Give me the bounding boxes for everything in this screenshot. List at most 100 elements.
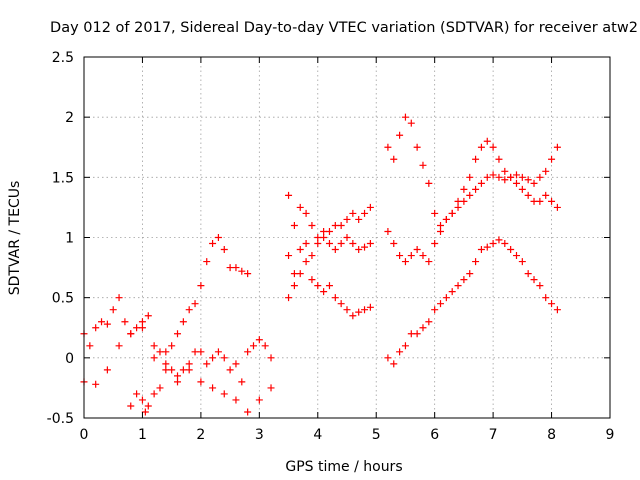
data-point — [355, 215, 363, 223]
data-point — [320, 234, 328, 241]
data-point — [191, 300, 199, 308]
data-point — [489, 143, 497, 151]
x-tick-label: 3 — [255, 427, 264, 443]
data-point — [553, 203, 561, 211]
y-tick-label: 2.5 — [52, 50, 74, 66]
data-point — [174, 378, 182, 386]
data-point — [390, 240, 398, 248]
data-point — [220, 246, 228, 254]
data-point — [512, 179, 520, 187]
data-point — [431, 209, 439, 217]
data-point — [361, 243, 369, 251]
data-point — [197, 378, 205, 386]
data-point — [296, 270, 304, 278]
x-tick-label: 0 — [80, 427, 89, 443]
data-point — [425, 179, 433, 187]
data-point — [413, 330, 421, 338]
data-point — [325, 240, 333, 248]
x-tick-label: 9 — [606, 427, 615, 443]
data-point — [203, 360, 211, 368]
axis-ticks — [83, 56, 611, 419]
data-point — [553, 306, 561, 314]
data-point — [390, 360, 398, 368]
data-point — [431, 306, 439, 314]
data-point — [168, 366, 176, 374]
data-point — [542, 191, 550, 199]
data-point — [349, 312, 357, 320]
data-point — [442, 294, 450, 302]
data-point — [174, 330, 182, 338]
data-point — [156, 348, 164, 356]
data-point — [214, 234, 222, 241]
data-point — [331, 221, 339, 229]
data-point — [483, 137, 491, 145]
series-trace-1 — [80, 234, 252, 356]
y-tick-label: 2 — [65, 110, 74, 126]
data-point — [296, 203, 304, 211]
data-point — [138, 318, 146, 326]
data-point — [103, 320, 111, 328]
data-point — [548, 155, 556, 163]
data-point — [255, 396, 263, 404]
data-point — [220, 390, 228, 398]
data-point — [185, 360, 193, 368]
data-point — [302, 240, 310, 248]
series-trace-9 — [384, 143, 561, 266]
data-point — [472, 155, 480, 163]
data-point — [115, 342, 123, 350]
data-point — [536, 197, 544, 205]
data-point — [115, 294, 123, 302]
data-point — [437, 300, 445, 308]
data-point — [448, 288, 456, 296]
data-point — [343, 234, 351, 241]
data-point — [466, 173, 474, 181]
data-point — [320, 227, 328, 235]
data-point — [477, 179, 485, 187]
data-point — [179, 366, 187, 374]
data-point — [156, 384, 164, 392]
series-trace-8 — [384, 236, 561, 368]
data-point — [501, 240, 509, 248]
data-point — [232, 360, 240, 368]
data-point — [355, 308, 363, 316]
data-point — [366, 203, 374, 211]
data-point — [349, 240, 357, 248]
data-point — [477, 143, 485, 151]
data-point — [472, 258, 480, 266]
data-point — [507, 173, 515, 181]
data-point — [331, 294, 339, 302]
data-point — [472, 185, 480, 193]
data-point — [419, 252, 427, 260]
data-point — [524, 191, 532, 199]
data-point — [238, 267, 246, 275]
data-point — [308, 252, 316, 260]
data-point — [518, 185, 526, 193]
data-point — [384, 227, 392, 235]
data-point — [454, 282, 462, 290]
data-point — [524, 270, 532, 278]
data-point — [285, 252, 293, 260]
data-point — [290, 282, 298, 290]
data-point — [466, 270, 474, 278]
data-point — [512, 252, 520, 260]
data-point — [407, 330, 415, 338]
data-point — [121, 318, 129, 326]
data-point — [285, 294, 293, 302]
data-point — [86, 342, 94, 350]
data-point — [530, 179, 538, 187]
data-point — [267, 354, 275, 362]
data-point — [483, 173, 491, 181]
data-point — [302, 258, 310, 266]
data-point — [141, 408, 149, 416]
data-point — [197, 348, 205, 356]
data-point — [179, 318, 187, 326]
data-point — [536, 173, 544, 181]
data-point — [396, 348, 404, 356]
data-point — [431, 240, 439, 248]
data-point — [150, 342, 158, 350]
data-point — [548, 300, 556, 308]
data-point — [314, 240, 322, 248]
data-point — [232, 396, 240, 404]
data-point — [437, 221, 445, 229]
